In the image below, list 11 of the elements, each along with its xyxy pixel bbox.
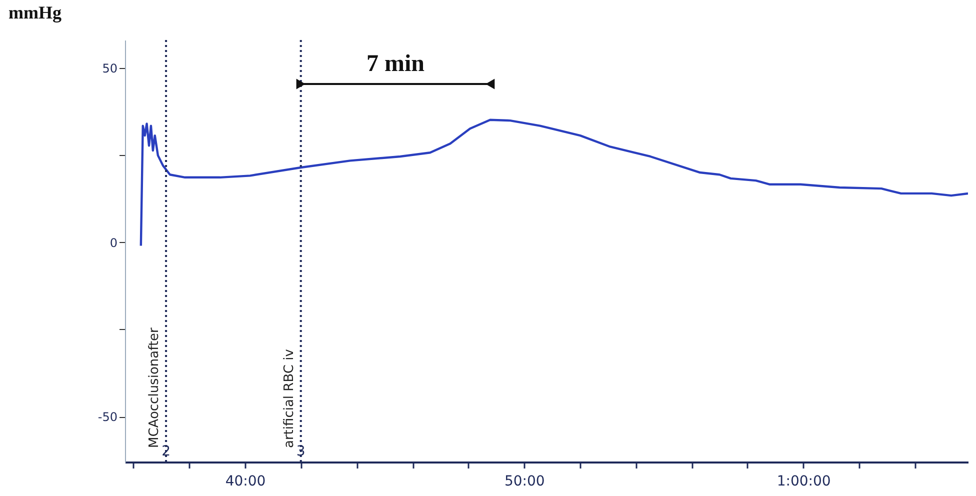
x-tick-label: 50:00 — [504, 474, 545, 490]
y-tick-label: -50 — [98, 410, 118, 424]
ref-line-label: MCAocclusionafter — [147, 326, 162, 448]
ref-line-label: artificial RBC iv — [282, 348, 297, 448]
y-tick-label: 50 — [102, 61, 118, 76]
y-axis-title: mmHg — [8, 2, 62, 22]
x-tick-label: 1:00:00 — [776, 474, 831, 490]
annotation: 7 min — [366, 51, 424, 77]
x-tick-label: 40:00 — [225, 474, 266, 490]
y-tick-label: 0 — [110, 236, 118, 250]
line-series — [140, 118, 968, 247]
